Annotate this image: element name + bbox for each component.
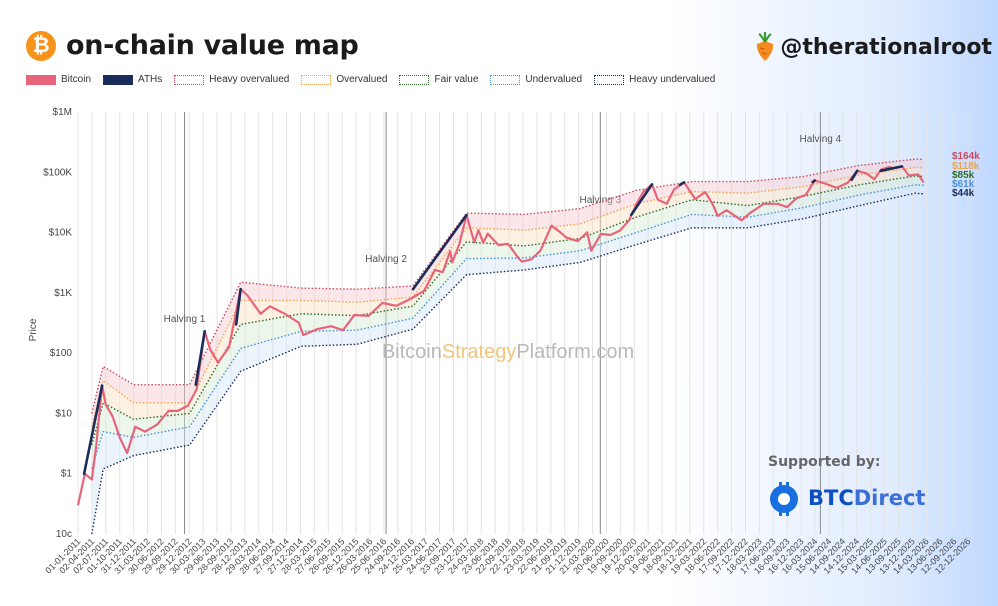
legend-item-5[interactable]: Undervalued	[490, 74, 582, 85]
band-fills	[91, 159, 924, 535]
halving-label: Halving 3	[579, 195, 621, 206]
sponsor-block: Supported by: BTCDirect	[768, 454, 925, 516]
legend-item-4[interactable]: Fair value	[399, 74, 478, 85]
legend-label: Heavy undervalued	[629, 74, 716, 85]
watermark: BitcoinStrategyPlatform.com	[382, 341, 634, 363]
ath-segment	[678, 181, 686, 187]
y-tick-label: 10c	[56, 529, 72, 540]
legend-swatch	[301, 74, 332, 85]
btc-direct-logo[interactable]: BTCDirect	[768, 480, 925, 516]
ath-segment	[630, 183, 654, 217]
halving-label: Halving 4	[800, 134, 842, 145]
band-fill	[91, 184, 924, 535]
y-tick-label: $100	[50, 348, 73, 359]
band-fill	[91, 175, 924, 469]
chart-title: on-chain value map	[66, 30, 359, 61]
background-glow	[668, 0, 998, 606]
band-line	[91, 158, 924, 414]
band-lines	[91, 158, 924, 535]
y-tick-label: $1K	[54, 288, 72, 299]
carrot-icon	[757, 32, 774, 61]
legend-swatch	[594, 74, 625, 85]
halving-label: Halving 2	[365, 254, 407, 265]
handle-text: @therationalroot	[780, 34, 992, 60]
end-value-label: $61k	[952, 179, 975, 190]
watermark-part-2: Strategy	[442, 341, 516, 363]
supported-by-label: Supported by:	[768, 454, 881, 470]
chart-legend: Bitcoin ATHs Heavy overvalued Overvalued Fai…	[26, 74, 727, 85]
legend-item-1[interactable]: ATHs	[103, 74, 162, 85]
y-tick-label: $100K	[43, 167, 72, 178]
legend-swatch	[26, 74, 56, 85]
y-tick-label: $10K	[49, 228, 73, 239]
legend-label: Heavy overvalued	[209, 74, 290, 85]
btc-direct-text: BTCDirect	[808, 486, 925, 510]
band-line	[91, 184, 924, 470]
legend-label: Undervalued	[525, 74, 583, 85]
ath-segment	[194, 330, 206, 386]
legend-swatch	[174, 74, 205, 85]
btc-direct-text-a: BTC	[808, 486, 854, 510]
ath-segment	[82, 384, 104, 475]
btc-direct-icon	[770, 482, 798, 516]
ath-segment	[411, 213, 468, 291]
halving-label: Halving 1	[164, 314, 206, 325]
y-tick-label: $1M	[53, 107, 72, 118]
watermark-part-3: Platform.com	[516, 341, 634, 363]
legend-label: Fair value	[434, 74, 479, 85]
end-value-label: $118k	[952, 161, 980, 172]
ath-segment	[850, 169, 859, 182]
x-axis-labels: 01-01-201102-04-201102-07-201101-10-2011…	[43, 536, 972, 576]
legend-item-6[interactable]: Heavy undervalued	[594, 74, 715, 85]
grid-lines	[77, 112, 969, 534]
y-axis-title: Price	[28, 318, 39, 341]
watermark-part-1: Bitcoin	[382, 341, 442, 363]
btc-direct-text-b: Direct	[853, 486, 926, 510]
legend-label: Bitcoin	[61, 74, 92, 85]
legend-item-0[interactable]: Bitcoin	[26, 74, 91, 85]
band-line	[91, 192, 924, 535]
y-tick-label: $10	[55, 408, 72, 419]
ath-segment	[234, 287, 242, 326]
ath-series	[82, 165, 904, 475]
legend-swatch	[490, 74, 521, 85]
band-fill	[91, 159, 924, 427]
end-value-label: $44k	[952, 188, 975, 199]
legend-swatch	[399, 74, 430, 85]
ath-segment	[879, 165, 904, 173]
ath-segment	[811, 179, 816, 184]
legend-label: ATHs	[138, 74, 163, 85]
legend-item-3[interactable]: Overvalued	[301, 74, 387, 85]
legend-label: Overvalued	[336, 74, 388, 85]
y-tick-label: $1	[61, 469, 73, 480]
chart-header: ₿ on-chain value map	[26, 30, 359, 61]
end-value-labels: $164k$118k$85k$61k$44k	[952, 151, 980, 199]
legend-swatch	[103, 74, 134, 85]
end-value-label: $164k	[952, 151, 980, 162]
y-axis-labels: $1M $100K $10K $1K $100 $10 $1 10c	[43, 107, 72, 540]
author-handle: @therationalroot	[754, 32, 992, 62]
band-fill	[91, 167, 924, 445]
end-value-label: $85k	[952, 170, 975, 181]
bitcoin-logo-icon: ₿	[26, 30, 56, 61]
legend-item-2[interactable]: Heavy overvalued	[174, 74, 289, 85]
